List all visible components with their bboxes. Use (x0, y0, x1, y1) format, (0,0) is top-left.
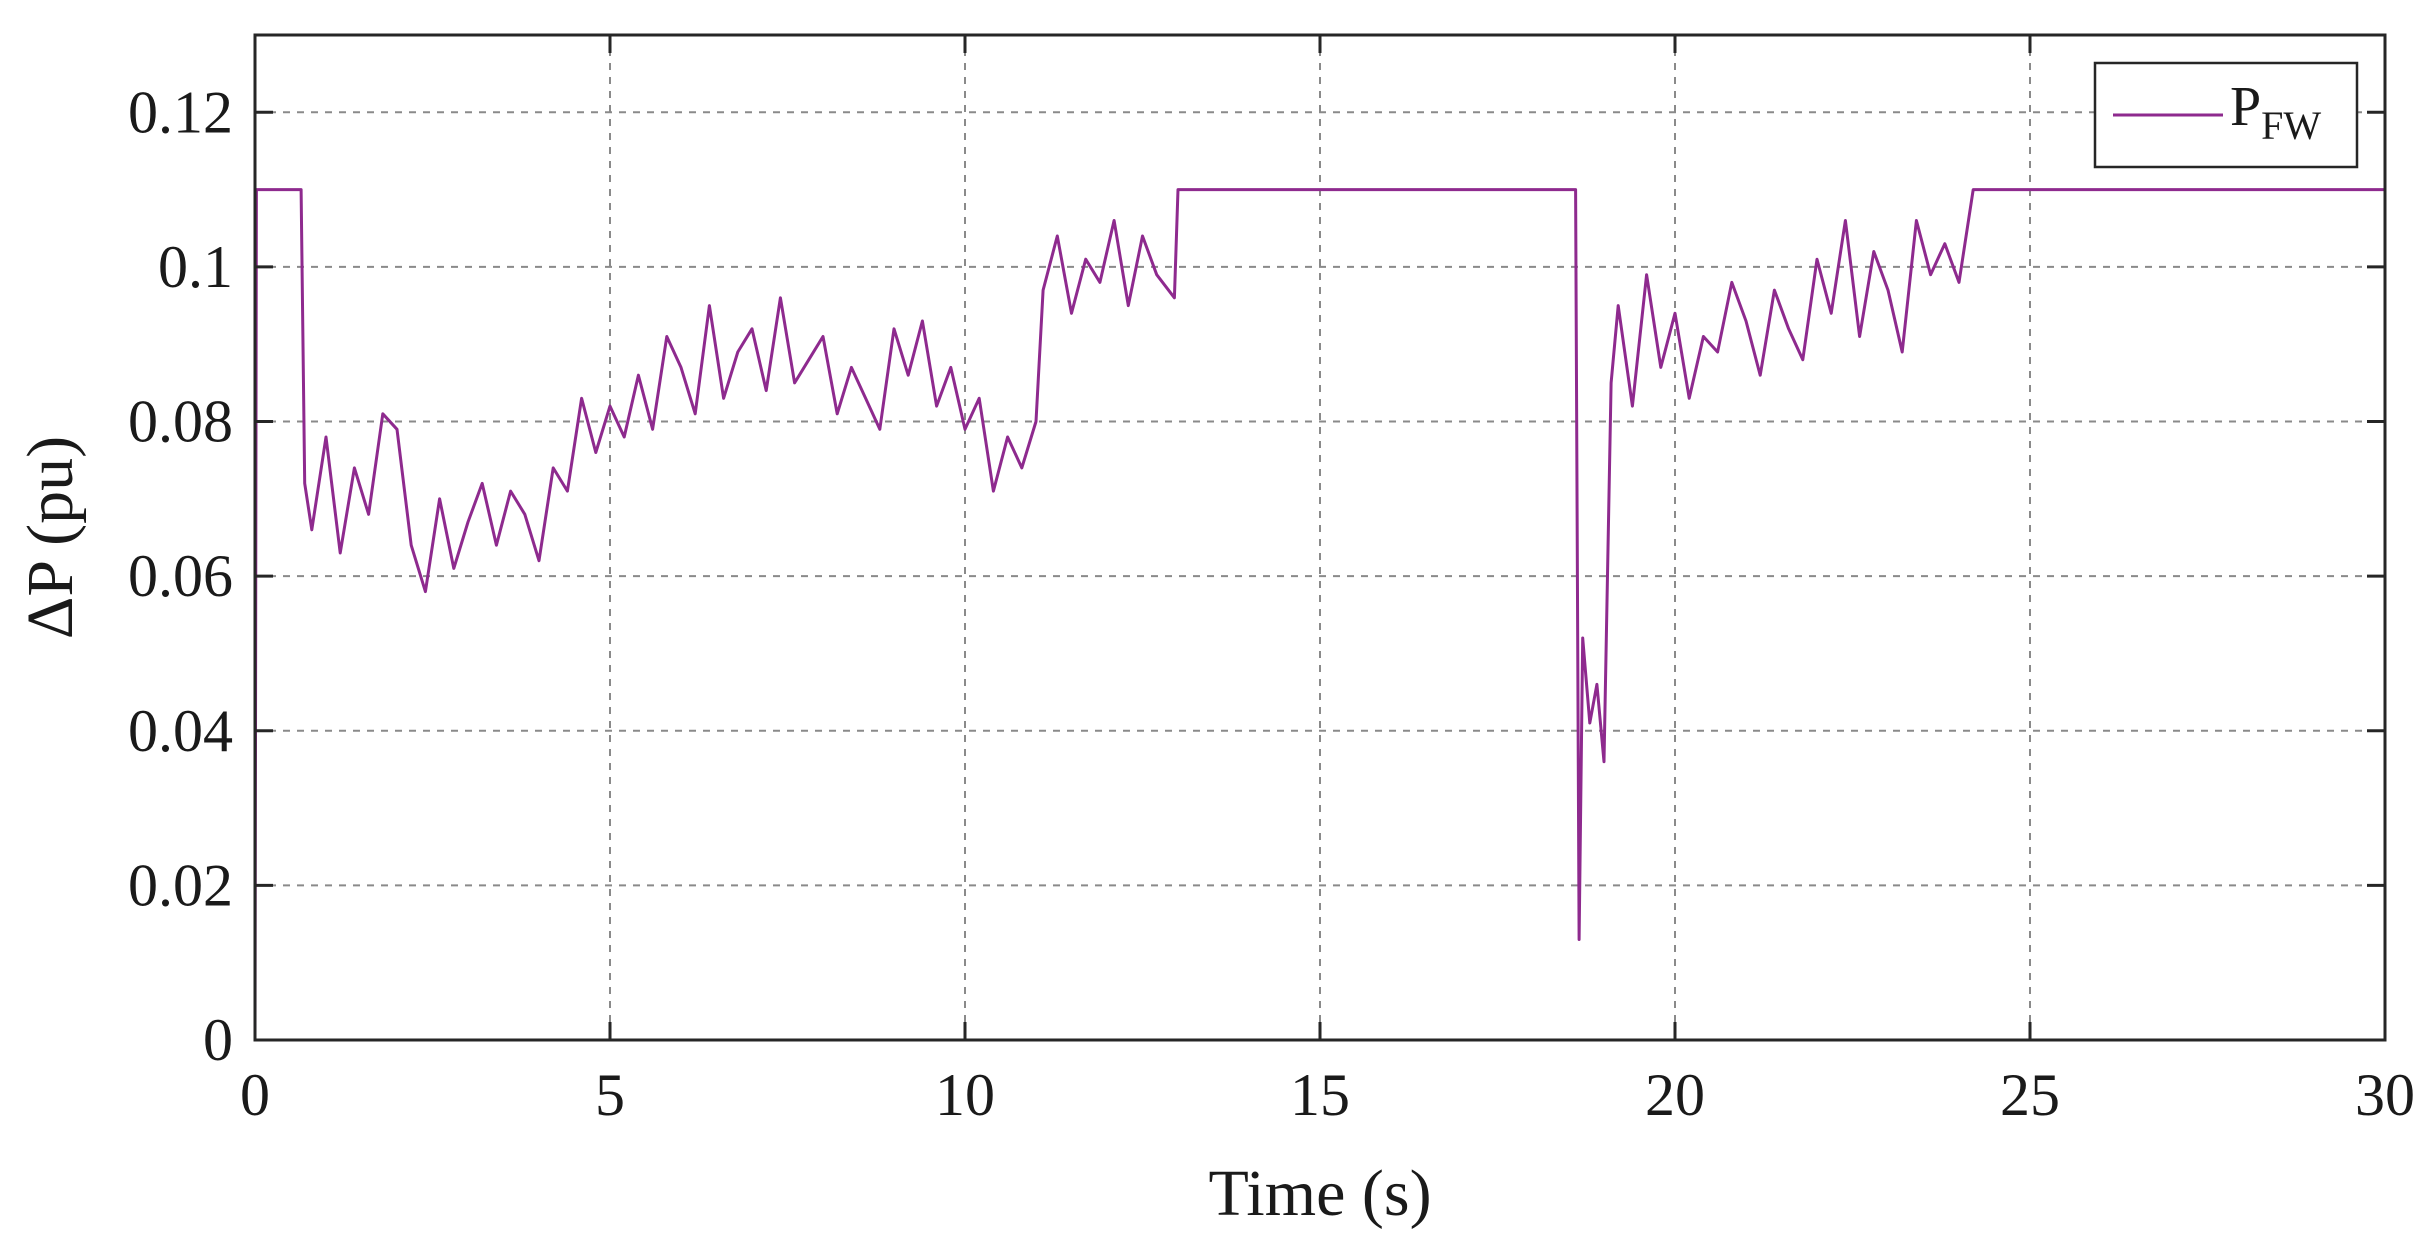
y-tick-label: 0.04 (128, 698, 233, 764)
x-tick-label: 10 (935, 1062, 995, 1128)
grid (255, 35, 2385, 1040)
x-tick-label: 30 (2355, 1062, 2415, 1128)
legend: PFW (2093, 61, 2359, 169)
legend-series-name: P (2230, 76, 2261, 138)
x-tick-label: 20 (1645, 1062, 1705, 1128)
y-axis: 0 0.02 0.04 0.06 0.08 0.1 0.12 (128, 79, 2385, 1073)
legend-entry: PFW (2230, 76, 2321, 148)
x-axis-label: Time (s) (1208, 1157, 1431, 1230)
series-line-0 (253, 188, 2385, 1041)
y-tick-label: 0.06 (128, 543, 233, 609)
y-tick-label: 0.1 (158, 234, 233, 300)
legend-series-subscript: FW (2261, 103, 2321, 148)
x-tick-label: 15 (1290, 1062, 1350, 1128)
x-axis: 0 5 10 15 20 25 30 (240, 35, 2415, 1128)
x-tick-label: 0 (240, 1062, 270, 1128)
x-tick-label: 5 (595, 1062, 625, 1128)
y-tick-label: 0 (203, 1007, 233, 1073)
y-tick-label: 0.12 (128, 79, 233, 145)
x-tick-label: 25 (2000, 1062, 2060, 1128)
y-tick-label: 0.02 (128, 852, 233, 918)
series-layer (253, 188, 2385, 1041)
y-tick-label: 0.08 (128, 389, 233, 455)
y-axis-label: ΔP (pu) (14, 436, 87, 639)
